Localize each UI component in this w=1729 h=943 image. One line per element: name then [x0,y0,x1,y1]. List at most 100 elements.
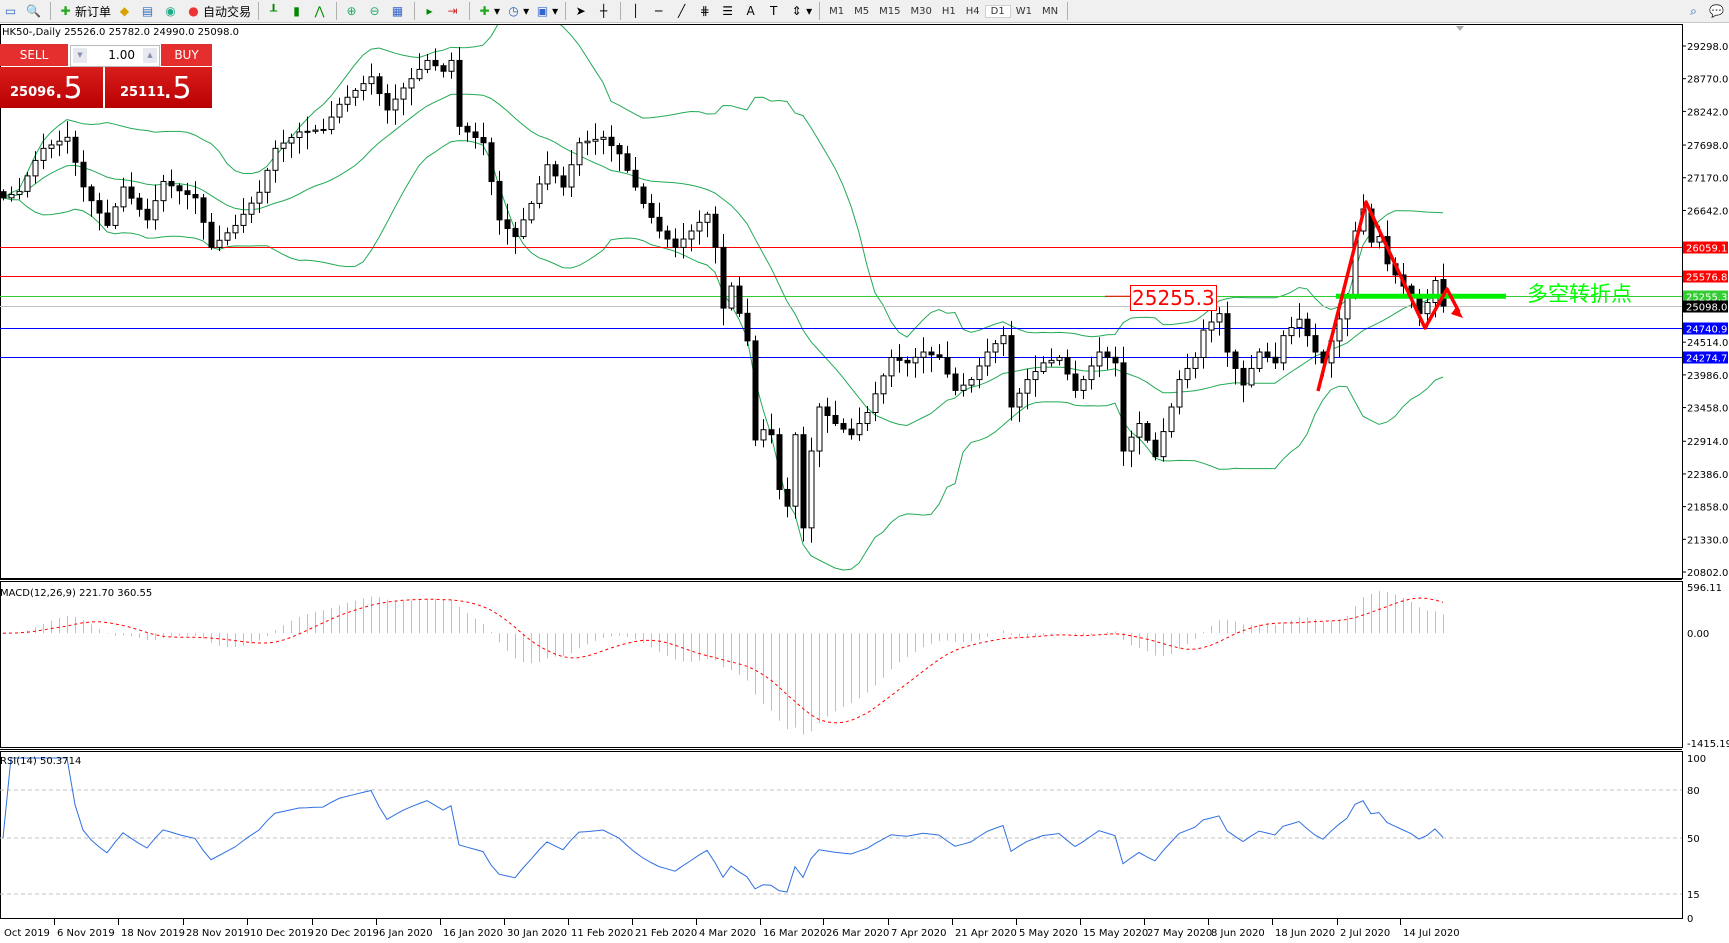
candle-body [368,76,375,85]
candle-body [1336,318,1343,342]
candle-body [952,373,959,391]
auto-trading-button[interactable]: ● 自动交易 [183,1,254,21]
candle-body [856,423,863,436]
timeframe-m15[interactable]: M15 [879,5,901,17]
periods-button[interactable]: ◷ ▾ [503,1,532,21]
price-axis-label: 22386.0 [1687,470,1728,481]
candle-body [1168,406,1175,433]
toolbar-button[interactable]: ◆ [114,1,137,21]
candle-body [192,193,199,199]
date-axis-label: 7 Apr 2020 [891,928,946,939]
vertical-line-button[interactable]: │ [625,1,648,21]
candle [1336,305,1343,357]
candle-body [1296,318,1303,329]
candle [1136,411,1143,455]
candle [160,174,167,212]
tile-windows-button[interactable]: ▦ [387,1,410,21]
timeframe-m30[interactable]: M30 [910,5,932,17]
candle-body [920,351,927,358]
pivot-annotation-text[interactable]: 多空转折点 [1527,282,1632,306]
candle [984,338,991,376]
autoscroll-button[interactable]: ▸ [419,1,442,21]
candle-body [960,384,967,391]
level-price-tag-text: 24274.7 [1686,354,1727,365]
lot-decrease-icon[interactable]: ▼ [73,48,87,63]
cursor-button[interactable]: ➤ [570,1,593,21]
crosshair-button[interactable]: ┼ [593,1,616,21]
lot-size-input[interactable]: ▼ 1.00 ▲ [70,45,160,67]
templates-button[interactable]: ▣ ▾ [536,3,559,19]
buy-button-label[interactable]: BUY [161,44,212,66]
text-label-button[interactable]: T [763,1,786,21]
arrows-button[interactable]: ⇕ ▾ [786,1,815,21]
candle-body [384,93,391,111]
date-axis-label: 15 May 2020 [1083,928,1148,939]
bar-chart-button[interactable]: ┸ [263,1,286,21]
horizontal-line-button[interactable]: ─ [648,1,671,21]
timeframe-mn[interactable]: MN [1041,5,1059,17]
text-button[interactable]: A [740,1,763,21]
timeframe-m5[interactable]: M5 [854,5,870,17]
candle-body [0,191,7,199]
candle [856,407,863,441]
candle [512,221,519,254]
candle-body [128,186,135,199]
candle [928,346,935,373]
candle-body [416,68,423,80]
chart-shift-button[interactable]: ⇥ [442,1,465,21]
zoom-out-button[interactable]: ⊖ [364,1,387,21]
fibonacci-button[interactable]: ⋕ [694,1,717,21]
candle [920,337,927,374]
candle-body [768,429,775,436]
candle [968,377,975,393]
timeframe-w1[interactable]: W1 [1015,5,1032,17]
candle [1008,320,1015,421]
timeframe-d1[interactable]: D1 [984,4,1011,18]
candle-body [336,103,343,118]
toolbar-button[interactable]: ▤ [137,1,160,21]
zoom-in-button[interactable]: ⊕ [341,1,364,21]
candle [1208,305,1215,343]
level-price-label[interactable]: 25255.3 [1130,285,1217,311]
candle [912,348,919,378]
candle [688,224,695,252]
candle-body [1096,351,1103,367]
date-axis-label: 2 Jul 2020 [1340,928,1390,939]
level-price-tag-text: 24740.9 [1686,325,1727,336]
lot-increase-icon[interactable]: ▲ [143,48,157,63]
candle-chart-button[interactable]: ▮ [286,1,309,21]
fibo-retracement-button[interactable]: ☰ [717,1,740,21]
date-axis-label: 11 Feb 2020 [571,928,633,939]
date-axis-label: 5 May 2020 [1019,928,1078,939]
sell-button[interactable]: SELL [0,44,68,66]
timeframe-h1[interactable]: H1 [941,5,956,17]
rsi-axis-label: 50 [1687,834,1700,845]
trendline-button[interactable]: ╱ [671,1,694,21]
candle [744,298,751,346]
toolbar-button[interactable]: ◉ [160,1,183,21]
date-axis-label: 16 Mar 2020 [763,928,826,939]
date-axis-label: 28 Nov 2019 [186,928,250,939]
macd-axis-label: -1415.19 [1687,739,1729,750]
timeframe-m1[interactable]: M1 [829,5,845,17]
toolbar-button[interactable]: ▭ [0,1,23,21]
candle [1168,403,1175,438]
candle [120,177,127,212]
buy-price-button[interactable]: 25111 .5 [105,67,212,108]
candle [392,84,399,125]
new-order-button[interactable]: ✚ 新订单 [55,1,114,21]
candle-body [1008,335,1015,408]
candle [400,82,407,116]
sell-price-button[interactable]: 25096 .5 [0,67,103,108]
level-price-tag-text: 25098.0 [1686,303,1727,314]
toolbar-button[interactable]: 🔍 [23,1,46,21]
price-axis-label: 28242.0 [1687,107,1728,118]
line-chart-button[interactable]: ⋀ [309,1,332,21]
timeframe-h4[interactable]: H4 [965,5,980,17]
search-button[interactable]: ⌕ [1683,1,1706,21]
indicators-button[interactable]: ✚ ▾ [474,1,503,21]
candle [616,143,623,172]
candle-body [520,219,527,238]
chat-button[interactable]: 💬 [1706,1,1729,21]
